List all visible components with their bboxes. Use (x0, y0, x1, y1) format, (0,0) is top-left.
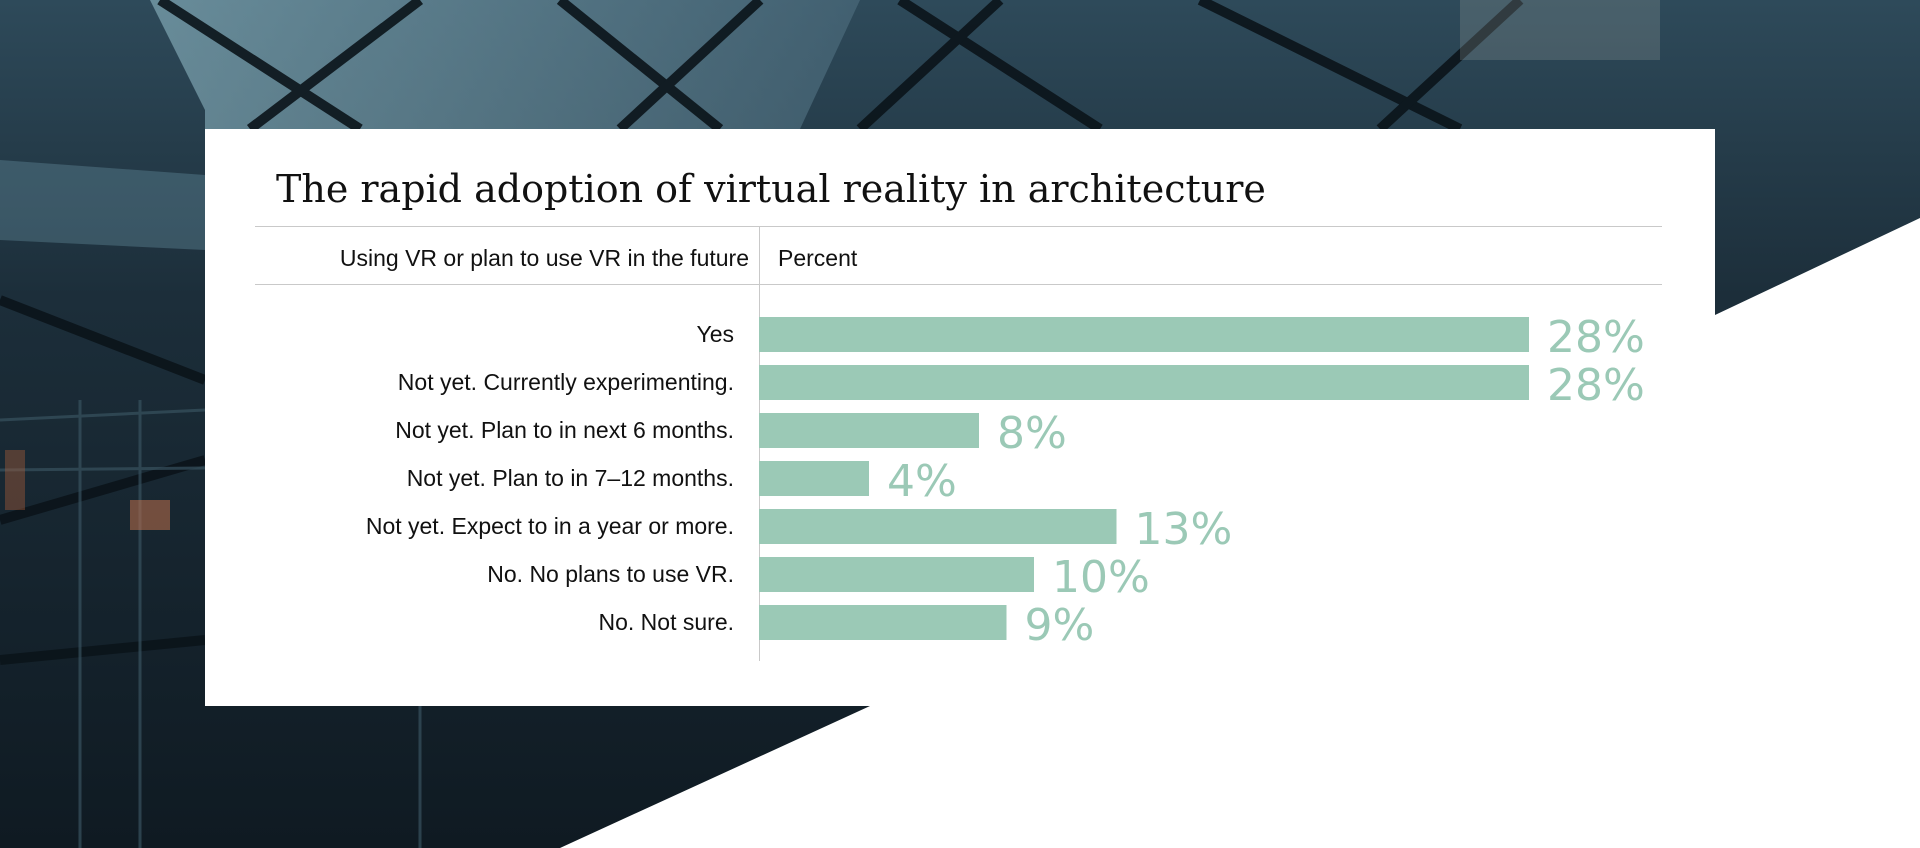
value-label: 4% (887, 456, 957, 507)
value-label: 8% (997, 408, 1067, 459)
chart-title: The rapid adoption of virtual reality in… (276, 167, 1266, 211)
category-label: Not yet. Plan to in 7–12 months. (407, 465, 734, 491)
category-label: Not yet. Plan to in next 6 months. (395, 417, 734, 443)
category-label: Not yet. Currently experimenting. (398, 369, 734, 395)
bar-chart: Yes 28% Not yet. Currently experimenting. 2… (366, 312, 1645, 651)
category-label: Yes (696, 321, 734, 347)
category-label: No. No plans to use VR. (487, 561, 734, 587)
bar (759, 365, 1529, 400)
value-label: 13% (1135, 504, 1233, 555)
category-label: Not yet. Expect to in a year or more. (366, 513, 734, 539)
bar (759, 413, 979, 448)
value-column-header: Percent (778, 245, 858, 271)
value-label: 28% (1547, 360, 1645, 411)
category-column-header: Using VR or plan to use VR in the future (339, 245, 749, 271)
chart-card: The rapid adoption of virtual reality in… (205, 129, 1715, 706)
header-rule-top (255, 226, 1662, 227)
value-label: 28% (1547, 312, 1645, 363)
bar (759, 461, 869, 496)
bar (759, 557, 1034, 592)
category-label: No. Not sure. (599, 609, 735, 635)
header-rule-bottom (255, 284, 1662, 285)
value-label: 10% (1052, 552, 1150, 603)
bar (759, 605, 1007, 640)
value-label: 9% (1025, 600, 1095, 651)
bar (759, 509, 1117, 544)
bar (759, 317, 1529, 352)
